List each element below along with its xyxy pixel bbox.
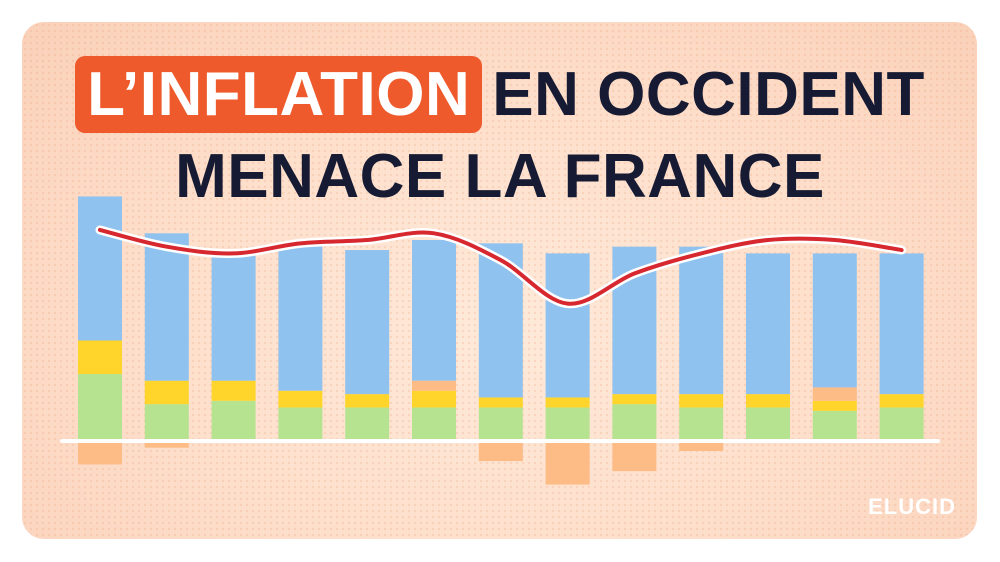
bar-1-yellow-segment bbox=[78, 340, 122, 374]
bar-8-yellow-segment bbox=[545, 397, 590, 408]
bar-6-yellow-segment bbox=[412, 390, 456, 408]
bar-3-green-segment bbox=[211, 400, 256, 441]
bar-10-yellow-segment bbox=[679, 394, 724, 408]
bar-10-negative-segment bbox=[679, 441, 724, 452]
bar-12-yellow-segment bbox=[812, 400, 857, 411]
bar-13-blue-segment bbox=[879, 253, 924, 395]
bar-9-negative-segment bbox=[612, 441, 657, 472]
bar-3-yellow-segment bbox=[211, 380, 256, 401]
bar-13-yellow-segment bbox=[879, 394, 924, 408]
bar-11-blue-segment bbox=[746, 253, 790, 395]
bar-1-negative-segment bbox=[78, 441, 122, 465]
bar-2-green-segment bbox=[144, 404, 189, 441]
bar-1-green-segment bbox=[78, 374, 122, 441]
bar-5-green-segment bbox=[345, 407, 390, 441]
bar-11-green-segment bbox=[746, 407, 790, 441]
bar-10-green-segment bbox=[679, 407, 724, 441]
bar-6-orange-segment bbox=[412, 380, 456, 391]
bar-1-blue-segment bbox=[78, 196, 122, 341]
bar-2-negative-segment bbox=[144, 441, 189, 448]
bar-13-green-segment bbox=[879, 407, 924, 441]
bar-11-yellow-segment bbox=[746, 394, 790, 408]
bar-8-green-segment bbox=[545, 407, 590, 441]
trend-line bbox=[98, 227, 904, 306]
bar-5-blue-segment bbox=[345, 250, 390, 395]
bar-6-green-segment bbox=[412, 407, 456, 441]
bar-12-orange-segment bbox=[812, 387, 857, 401]
bar-8-negative-segment bbox=[545, 441, 590, 485]
bar-7-green-segment bbox=[478, 407, 523, 441]
title-highlight: L’INFLATION bbox=[75, 56, 483, 133]
bar-2-blue-segment bbox=[144, 233, 189, 381]
bar-4-green-segment bbox=[278, 407, 323, 441]
bar-7-negative-segment bbox=[478, 441, 523, 462]
bar-5-yellow-segment bbox=[345, 394, 390, 408]
brand-logo: ELUCID bbox=[868, 494, 956, 519]
bar-9-green-segment bbox=[612, 404, 657, 441]
bar-9-yellow-segment bbox=[612, 394, 657, 405]
bar-7-yellow-segment bbox=[478, 397, 523, 408]
bar-12-green-segment bbox=[812, 410, 857, 441]
bar-4-yellow-segment bbox=[278, 390, 323, 408]
title-line-1: L’INFLATION EN OCCIDENT bbox=[0, 56, 1000, 133]
bar-3-blue-segment bbox=[211, 250, 256, 381]
bar-2-yellow-segment bbox=[144, 380, 189, 405]
title-line-2: MENACE LA FRANCE bbox=[175, 142, 825, 211]
bar-12-blue-segment bbox=[812, 253, 857, 388]
bar-6-blue-segment bbox=[412, 240, 456, 381]
title-line-1-rest: EN OCCIDENT bbox=[492, 60, 925, 129]
bar-10-blue-segment bbox=[679, 246, 724, 395]
bar-4-blue-segment bbox=[278, 243, 323, 391]
bar-8-blue-segment bbox=[545, 253, 590, 398]
